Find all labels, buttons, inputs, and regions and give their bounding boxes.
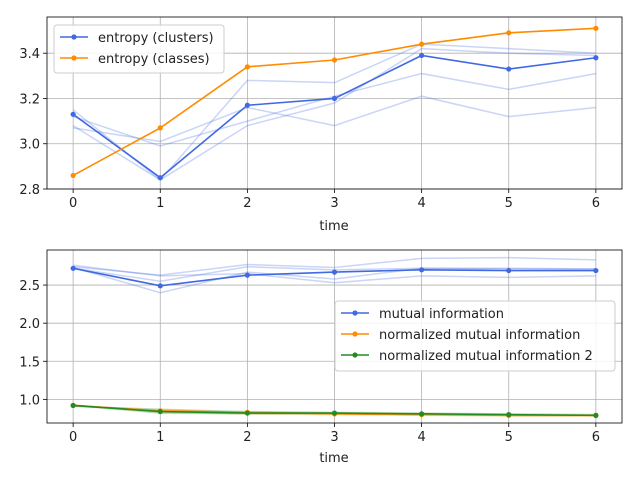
mutual-information-point bbox=[70, 265, 76, 271]
normalized-mutual-information-2-point bbox=[331, 410, 338, 416]
y-tick-label: 2.5 bbox=[19, 279, 40, 294]
normalized-mutual-information-2-point bbox=[70, 402, 76, 409]
mutual-information-point bbox=[244, 272, 250, 278]
normalized-mutual-information-2-legend-label: normalized mutual information 2 bbox=[379, 349, 593, 364]
x-tick-label: 5 bbox=[505, 430, 513, 445]
x-tick-label: 2 bbox=[243, 196, 251, 211]
entropy-clusters-point bbox=[331, 95, 338, 102]
normalized-mutual-information-2-point bbox=[244, 410, 250, 416]
faint-run-line bbox=[73, 95, 596, 143]
entropy-clusters-point bbox=[70, 111, 76, 117]
mutual-information-point bbox=[593, 267, 599, 274]
faint-run-line bbox=[73, 264, 596, 284]
entropy-clusters-point bbox=[593, 55, 599, 61]
normalized-mutual-information-legend-label: normalized mutual information bbox=[379, 328, 580, 343]
mutual-information-plot: time 0 1 2 3 4 5 6 1.0 1.5 2.0 2.5 mutual informati… bbox=[19, 249, 623, 466]
entropy-clusters-legend-label: entropy (clusters) bbox=[98, 31, 214, 46]
entropy-classes-point bbox=[419, 41, 425, 47]
entropy-plot: time 0 1 2 3 4 5 6 2.8 3.0 3.2 3.4 entropy (cluster… bbox=[19, 16, 623, 234]
y-tick-label: 3.2 bbox=[19, 92, 40, 107]
entropy-classes-point bbox=[244, 64, 250, 70]
entropy-clusters-point bbox=[506, 66, 512, 72]
x-tick-label: 1 bbox=[156, 430, 164, 445]
entropy-clusters-point bbox=[157, 175, 163, 181]
y-tick-label: 1.5 bbox=[19, 355, 40, 370]
entropy-classes-point bbox=[331, 57, 338, 63]
y-tick-label: 2.8 bbox=[19, 183, 40, 198]
x-tick-label: 0 bbox=[69, 196, 77, 211]
normalized-mutual-information-2-legend-marker bbox=[352, 352, 358, 358]
mutual-information-point bbox=[419, 267, 425, 273]
normalized-mutual-information-2-point bbox=[157, 408, 163, 415]
legend-box bbox=[53, 24, 225, 74]
mutual-information-point bbox=[331, 269, 338, 275]
entropy-clusters-point bbox=[244, 102, 250, 108]
entropy-clusters-legend-marker bbox=[71, 34, 77, 40]
legend: entropy (clusters) entropy (classes) bbox=[53, 24, 225, 74]
mutual-information-legend-label: mutual information bbox=[379, 307, 504, 322]
faint-run-line bbox=[73, 256, 596, 276]
normalized-mutual-information-2-point bbox=[506, 412, 512, 418]
y-tick-label: 3.0 bbox=[19, 138, 40, 153]
mutual-information-legend-marker bbox=[352, 310, 358, 316]
entropy-classes-point bbox=[506, 30, 512, 36]
entropy-classes-point bbox=[70, 172, 76, 179]
axes-frame bbox=[46, 249, 623, 424]
x-tick-label: 5 bbox=[505, 196, 513, 211]
y-tick-label: 3.4 bbox=[19, 47, 40, 62]
x-tick-label: 4 bbox=[417, 196, 425, 211]
normalized-mutual-information-2-point bbox=[593, 412, 599, 418]
entropy-clusters-point bbox=[419, 52, 425, 59]
x-tick-label: 3 bbox=[330, 196, 338, 211]
legend-box bbox=[334, 300, 616, 372]
entropy-classes-point bbox=[593, 25, 599, 31]
mutual-information-point bbox=[157, 283, 163, 289]
axes-frame bbox=[46, 16, 623, 190]
x-axis-title: time bbox=[319, 451, 348, 466]
x-axis-title: time bbox=[319, 219, 348, 234]
x-tick-label: 2 bbox=[243, 430, 251, 445]
entropy-classes-legend-marker bbox=[71, 55, 77, 61]
x-tick-label: 1 bbox=[156, 196, 164, 211]
y-tick-label: 1.0 bbox=[19, 393, 40, 408]
x-tick-label: 6 bbox=[592, 430, 600, 445]
x-tick-label: 4 bbox=[417, 430, 425, 445]
x-tick-label: 6 bbox=[592, 196, 600, 211]
entropy-classes-legend-label: entropy (classes) bbox=[98, 52, 210, 67]
normalized-mutual-information-legend-marker bbox=[352, 331, 358, 337]
mutual-information-point bbox=[506, 267, 512, 274]
y-tick-label: 2.0 bbox=[19, 317, 40, 332]
x-tick-label: 3 bbox=[330, 430, 338, 445]
x-tick-label: 0 bbox=[69, 430, 77, 445]
normalized-mutual-information-2-point bbox=[419, 411, 425, 417]
entropy-classes-point bbox=[157, 125, 163, 131]
legend: mutual information normalized mutual info… bbox=[334, 300, 616, 372]
